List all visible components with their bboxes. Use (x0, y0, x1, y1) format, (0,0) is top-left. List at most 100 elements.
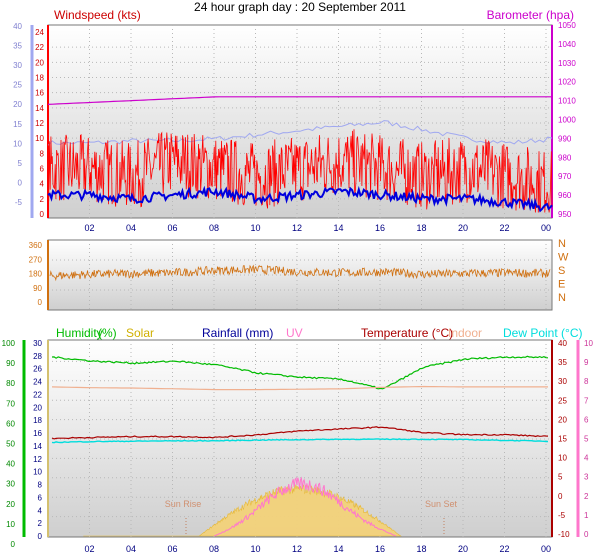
p1-inner-y-tick-label: 12 (35, 119, 44, 128)
p1-inner-y-tick-label: 8 (40, 149, 45, 158)
p1-x-tick-label: 10 (250, 223, 260, 233)
p2-left-y-tick-label: 360 (29, 241, 43, 250)
p2-left-y-tick-label: 0 (38, 298, 43, 307)
p3-x-tick-label: 04 (126, 544, 136, 554)
p1-inner-y-tick-label: 10 (35, 134, 44, 143)
p1-right-y-tick-label: 1040 (558, 40, 576, 49)
p1-outer-y-tick-label: 5 (18, 159, 23, 168)
wind-aux-series-line (47, 120, 553, 146)
legend-dewpoint: Dew Point (°C) (503, 326, 582, 340)
p1-x-tick-label: 12 (292, 223, 302, 233)
legend-rainfall: Rainfall (mm) (202, 326, 273, 340)
p3-outer-y-tick-label: 90 (6, 359, 15, 368)
p2-right-y-tick-label: N (558, 238, 566, 250)
p2-left-y-tick-label: 180 (29, 270, 43, 279)
p1-outer-y-tick-label: 15 (13, 120, 22, 129)
p1-right-y-tick-label: 970 (558, 172, 572, 181)
p3-rin-y-tick-label: 20 (558, 415, 567, 424)
p3-inner-y-tick-label: 18 (33, 416, 42, 425)
p3-outer-y-tick-label: 80 (6, 379, 15, 388)
p3-rout-y-tick-label: 5 (584, 435, 589, 444)
p1-inner-y-tick-label: 14 (35, 104, 44, 113)
p3-rin-y-tick-label: 10 (558, 454, 567, 463)
p1-outer-y-tick-label: 10 (13, 139, 22, 148)
p1-inner-y-tick-label: 16 (35, 89, 44, 98)
sunset-label: Sun Set (425, 499, 458, 509)
temperature-humidity-panel: 1009080706050403020100302826242220181614… (2, 326, 594, 554)
p3-inner-y-tick-label: 22 (33, 390, 42, 399)
p2-left-y-tick-label: 90 (33, 284, 42, 293)
p1-x-tick-label: 06 (167, 223, 177, 233)
p1-inner-y-tick-label: 18 (35, 74, 44, 83)
chart-title: 24 hour graph day : 20 September 2011 (194, 0, 406, 14)
p3-outer-y-tick-label: 100 (2, 339, 16, 348)
p1-inner-y-tick-label: 22 (35, 43, 44, 52)
p1-right-y-tick-label: 1020 (558, 78, 576, 87)
p3-rout-y-tick-label: 6 (584, 415, 589, 424)
p1-outer-y-tick-label: 20 (13, 100, 22, 109)
legend-humidity: Humidity (56, 326, 103, 340)
p1-outer-y-tick-label: 25 (13, 81, 22, 90)
p1-x-tick-label: 04 (126, 223, 136, 233)
p3-outer-y-tick-label: 30 (6, 480, 15, 489)
p1-right-y-tick-label: 960 (558, 191, 572, 200)
p3-x-tick-label: 20 (458, 544, 468, 554)
p3-rout-y-tick-label: 0 (584, 530, 589, 539)
p1-right-y-tick-label: 1050 (558, 21, 576, 30)
p1-x-tick-label: 08 (209, 223, 219, 233)
p1-outer-y-tick-label: 35 (13, 42, 22, 51)
p3-x-tick-label: 08 (209, 544, 219, 554)
wind-barometer-panel: 4035302520151050-52422201816141210864201… (13, 8, 576, 233)
p3-x-tick-label: 22 (499, 544, 509, 554)
p3-inner-y-tick-label: 0 (38, 532, 43, 541)
p1-outer-y-tick-label: 0 (18, 178, 23, 187)
p1-right-y-tick-label: 950 (558, 210, 572, 219)
windspeed-axis-label: Windspeed (kts) (54, 8, 141, 22)
p1-outer-y-tick-label: 40 (13, 22, 22, 31)
p3-inner-y-tick-label: 24 (33, 378, 42, 387)
legend-solar: Solar (126, 326, 154, 340)
uv-series-line (214, 476, 397, 537)
p1-x-tick-label: 20 (458, 223, 468, 233)
p3-inner-y-tick-label: 20 (33, 403, 42, 412)
p1-x-tick-label: 22 (499, 223, 509, 233)
p2-right-y-tick-label: S (558, 265, 565, 277)
p3-inner-y-tick-label: 6 (38, 493, 43, 502)
p3-inner-y-tick-label: 12 (33, 455, 42, 464)
p3-inner-y-tick-label: 28 (33, 352, 42, 361)
p3-rin-y-tick-label: -5 (558, 511, 566, 520)
p3-rin-y-tick-label: 35 (558, 358, 567, 367)
p3-outer-y-tick-label: 0 (11, 540, 16, 549)
p3-rout-y-tick-label: 7 (584, 396, 589, 405)
p1-x-tick-label: 14 (333, 223, 343, 233)
sunrise-label: Sun Rise (165, 499, 202, 509)
p2-right-y-tick-label: N (558, 292, 566, 304)
p1-inner-y-tick-label: 24 (35, 28, 44, 37)
dewpoint-series-line (51, 438, 548, 444)
p3-inner-y-tick-label: 10 (33, 468, 42, 477)
p3-rin-y-tick-label: 15 (558, 435, 567, 444)
legend-temperature: Temperature (°C) (361, 326, 453, 340)
p3-rout-y-tick-label: 3 (584, 473, 589, 482)
barometer-axis-label: Barometer (hpa) (487, 8, 574, 22)
p1-outer-y-tick-label: -5 (15, 198, 23, 207)
p3-inner-y-tick-label: 4 (38, 506, 43, 515)
p1-plot-area (47, 24, 553, 219)
temperature-series-line (51, 426, 549, 440)
humidity-series-line (51, 355, 549, 390)
p3-outer-y-tick-label: 20 (6, 500, 15, 509)
p3-inner-y-tick-label: 8 (38, 481, 43, 490)
legend-uv: UV (286, 326, 303, 340)
p3-rin-y-tick-label: 30 (558, 377, 567, 386)
p3-x-tick-label: 18 (416, 544, 426, 554)
p3-x-tick-label: 14 (333, 544, 343, 554)
p3-outer-y-tick-label: 10 (6, 520, 15, 529)
p3-rin-y-tick-label: -10 (558, 530, 570, 539)
p3-outer-y-tick-label: 70 (6, 399, 15, 408)
wind-direction-series-line (49, 264, 551, 282)
p3-outer-y-tick-label: 50 (6, 440, 15, 449)
p3-outer-y-tick-label: 40 (6, 460, 15, 469)
